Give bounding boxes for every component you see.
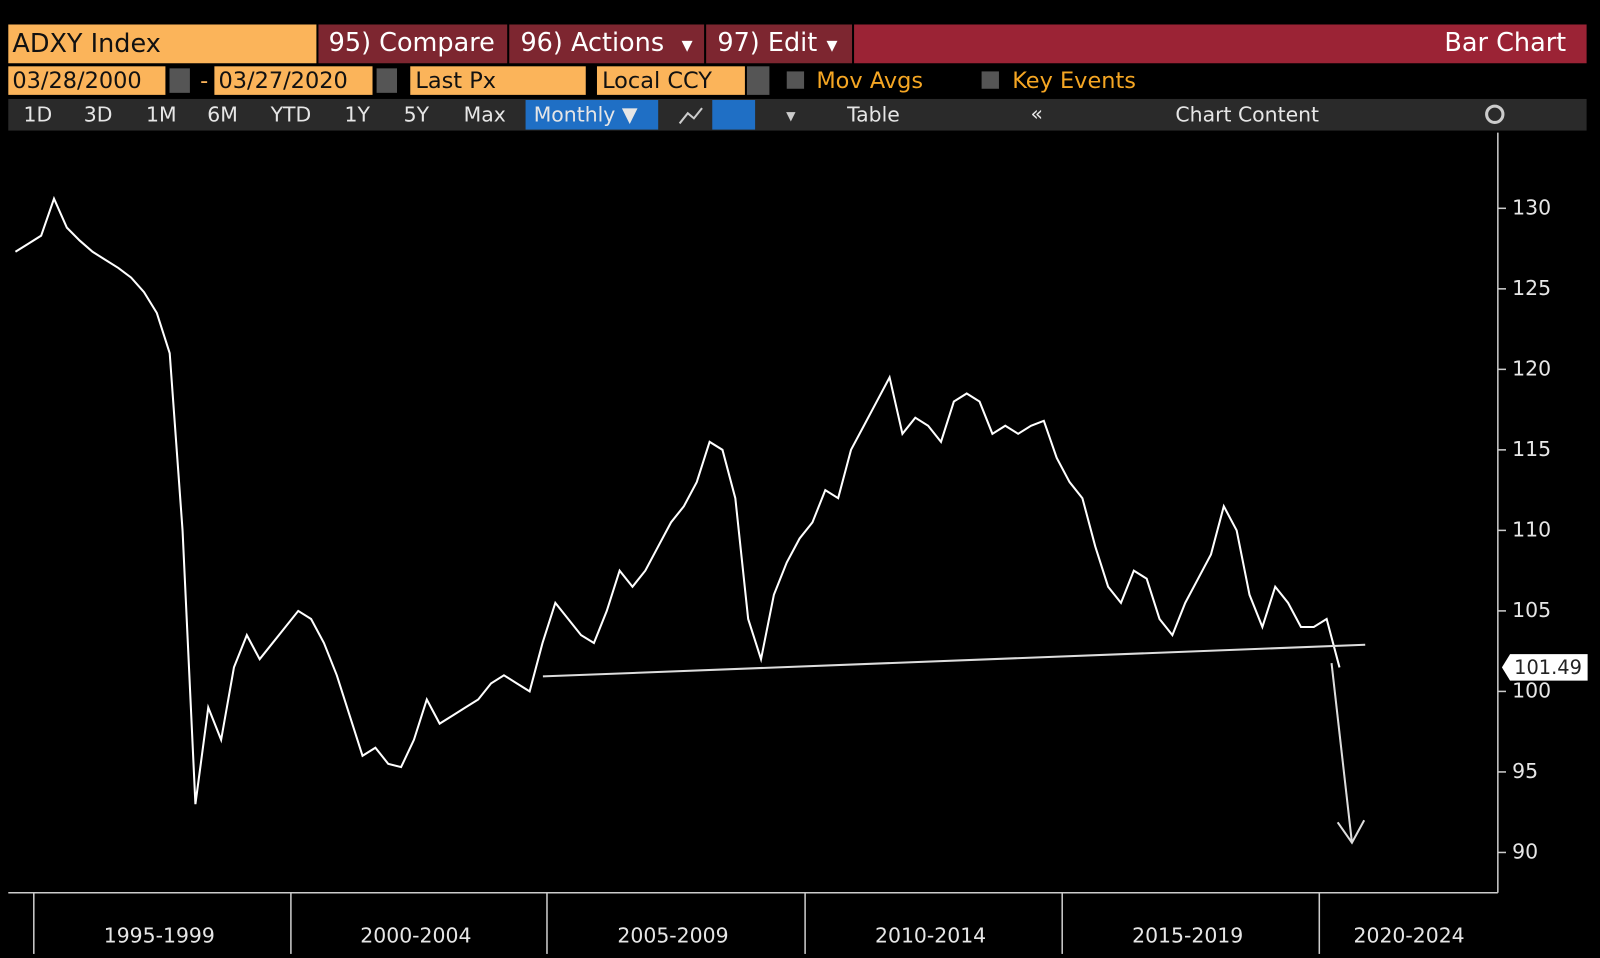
range-button[interactable]: YTD	[270, 102, 312, 126]
arrow-shaft	[1330, 663, 1353, 843]
y-tick-label: 100	[1512, 678, 1551, 702]
option-label[interactable]: Key Events	[1012, 68, 1136, 94]
y-tick-label: 115	[1512, 437, 1551, 461]
y-tick-label: 125	[1512, 276, 1551, 300]
chart-content-button[interactable]: Chart Content	[1175, 102, 1319, 126]
price-line	[14, 195, 1341, 805]
dropdown-arrow[interactable]: ▼	[786, 109, 796, 123]
trend-line	[542, 643, 1366, 678]
compare-button[interactable]	[318, 24, 508, 64]
start-date-box[interactable]	[8, 66, 166, 95]
arrow-head	[1336, 819, 1366, 845]
x-period-label: 2015-2019	[1132, 924, 1243, 948]
actions-button[interactable]	[509, 24, 705, 64]
bar-icon-button[interactable]	[712, 99, 756, 130]
x-period-label: 2005-2009	[617, 924, 728, 948]
range-button[interactable]: 1D	[24, 102, 53, 126]
last-price-label: 101.49	[1514, 656, 1582, 679]
range-button[interactable]: 3D	[84, 102, 113, 126]
ticker[interactable]: ADXY Index	[12, 29, 160, 59]
x-period-label: 2000-2004	[360, 924, 471, 948]
ticker-box[interactable]	[8, 24, 317, 64]
last-price-box	[1501, 654, 1588, 681]
range-button[interactable]: 1M	[146, 102, 177, 126]
y-tick-label: 130	[1512, 195, 1551, 219]
y-tick-label: 90	[1512, 839, 1538, 863]
edit-button[interactable]	[706, 24, 853, 64]
y-tick-label: 110	[1512, 517, 1551, 541]
y-tick-label: 120	[1512, 356, 1551, 380]
x-period-label: 2020-2024	[1354, 924, 1465, 948]
actions-label[interactable]: 96) Actions	[520, 28, 664, 58]
currency-box[interactable]	[596, 66, 745, 95]
compare-label[interactable]: 95) Compare	[329, 28, 495, 58]
end-date-box[interactable]	[214, 66, 373, 95]
toolbar	[8, 98, 1587, 131]
x-period-label: 2010-2014	[875, 924, 986, 948]
range-button[interactable]: 1Y	[344, 102, 370, 126]
y-tick-label: 105	[1512, 598, 1551, 622]
calendar-icon[interactable]	[376, 68, 398, 93]
checkbox[interactable]	[981, 71, 999, 89]
range-button[interactable]: 5Y	[404, 102, 430, 126]
currency-dropdown[interactable]	[746, 66, 770, 95]
line-icon[interactable]	[678, 107, 703, 125]
dropdown-arrow: ▼	[682, 38, 693, 54]
calendar-icon[interactable]	[169, 68, 190, 93]
y-tick-label: 95	[1512, 759, 1538, 783]
range-button[interactable]: Max	[464, 102, 506, 126]
edit-label[interactable]: 97) Edit	[717, 28, 817, 58]
chart: 90 95 100 105 110 115 120 125 130 1995-1999 2000-2…	[8, 132, 1588, 954]
title-bar	[854, 24, 1587, 64]
range-button[interactable]: 6M	[207, 102, 238, 126]
period-button[interactable]	[525, 99, 659, 130]
currency[interactable]: Local CCY	[602, 68, 712, 94]
x-period-label: 1995-1999	[104, 924, 215, 948]
checkbox[interactable]	[786, 71, 805, 89]
option-label[interactable]: Mov Avgs	[816, 68, 923, 94]
field[interactable]: Last Px	[415, 68, 496, 94]
end-date[interactable]: 03/27/2020	[218, 68, 347, 94]
collapse-button[interactable]: «	[1030, 101, 1042, 125]
settings-icon[interactable]	[1485, 104, 1505, 124]
field-box[interactable]	[410, 66, 586, 95]
view-name: Bar Chart	[1444, 28, 1566, 58]
start-date[interactable]: 03/28/2000	[12, 68, 141, 94]
table-button[interactable]: Table	[846, 102, 900, 126]
period[interactable]: Monthly ▼	[534, 102, 638, 126]
dropdown-arrow: ▼	[827, 38, 838, 54]
date-separator: -	[200, 68, 208, 94]
